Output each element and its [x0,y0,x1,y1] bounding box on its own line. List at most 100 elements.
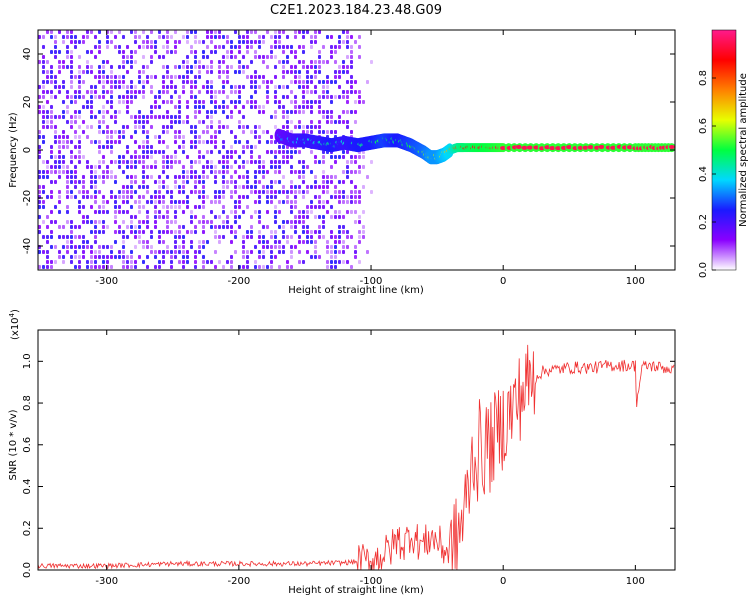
heatmap-cell [46,240,49,244]
heatmap-cell [78,180,81,184]
heatmap-cell [98,190,101,194]
heatmap-cell [182,35,185,39]
heatmap-cell [86,125,89,129]
heatmap-cell [154,265,157,269]
heatmap-cell [302,60,305,64]
heatmap-cell [102,200,105,204]
heatmap-cell [154,150,157,154]
heatmap-cell [242,210,245,214]
heatmap-cell [114,200,117,204]
heatmap-cell [198,70,201,74]
heatmap-cell [66,170,69,174]
heatmap-cell [230,110,233,114]
heatmap-cell [290,190,293,194]
heatmap-cell [122,255,125,259]
heatmap-cell [338,155,341,159]
heatmap-cell [246,35,249,39]
heatmap-cell [38,130,41,134]
heatmap-cell [46,60,49,64]
heatmap-cell [274,110,277,114]
heatmap-cell [202,50,205,54]
heatmap-cell [118,140,121,144]
heatmap-cell [206,90,209,94]
heatmap-cell [342,90,345,94]
heatmap-cell [334,45,337,49]
heatmap-cell [178,245,181,249]
heatmap-cell [322,60,325,64]
heatmap-cell [74,175,77,179]
heatmap-cell [254,210,257,214]
heatmap-cell [142,80,145,84]
heatmap-cell [250,40,253,44]
heatmap-cell [202,265,205,269]
heatmap-cell [242,105,245,109]
heatmap-cell [174,240,177,244]
heatmap-cell [126,145,129,149]
heatmap-cell [138,125,141,129]
heatmap-cell [150,235,153,239]
heatmap-cell [126,190,129,194]
heatmap-cell [166,145,169,149]
heatmap-cell [258,200,261,204]
heatmap-cell [194,85,197,89]
heatmap-cell [258,170,261,174]
heatmap-cell [70,155,73,159]
heatmap-cell [42,160,45,164]
heatmap-cell [122,160,125,164]
heatmap-cell [278,45,281,49]
heatmap-cell [146,115,149,119]
heatmap-cell [166,50,169,54]
heatmap-cell [158,35,161,39]
heatmap-cell [322,110,325,114]
heatmap-cell [234,140,237,144]
heatmap-cell [326,75,329,79]
heatmap-cell [290,100,293,104]
heatmap-cell [66,90,69,94]
heatmap-cell [46,115,49,119]
heatmap-cell [158,215,161,219]
x-tick-label: -100 [360,576,383,587]
heatmap-cell [218,125,221,129]
heatmap-cell [58,65,61,69]
heatmap-cell [294,215,297,219]
heatmap-cell [230,175,233,179]
heatmap-cell [342,190,345,194]
heatmap-cell [94,95,97,99]
heatmap-cell [346,45,349,49]
heatmap-cell [158,200,161,204]
heatmap-cell [194,170,197,174]
heatmap-cell [146,120,149,124]
heatmap-cell [350,75,353,79]
heatmap-cell [334,210,337,214]
heatmap-cell [86,265,89,269]
heatmap-cell [342,250,345,254]
heatmap-cell [214,35,217,39]
heatmap-cell [314,30,317,34]
heatmap-cell [158,195,161,199]
heatmap-cell [198,150,201,154]
heatmap-cell [86,215,89,219]
heatmap-cell [254,190,257,194]
heatmap-cell [206,175,209,179]
heatmap-cell [354,100,357,104]
heatmap-cell [74,135,77,139]
heatmap-cell [42,175,45,179]
heatmap-cell [74,225,77,229]
heatmap-cell [102,230,105,234]
heatmap-cell [314,240,317,244]
heatmap-cell [322,235,325,239]
heatmap-cell [318,55,321,59]
heatmap-cell [94,250,97,254]
heatmap-cell [86,30,89,34]
heatmap-cell [250,75,253,79]
heatmap-cell [314,250,317,254]
heatmap-cell [70,190,73,194]
heatmap-cell [342,195,345,199]
heatmap-cell [246,195,249,199]
heatmap-cell [110,190,113,194]
heatmap-cell [226,225,229,229]
heatmap-cell [294,30,297,34]
heatmap-cell [50,165,53,169]
heatmap-cell [298,110,301,114]
